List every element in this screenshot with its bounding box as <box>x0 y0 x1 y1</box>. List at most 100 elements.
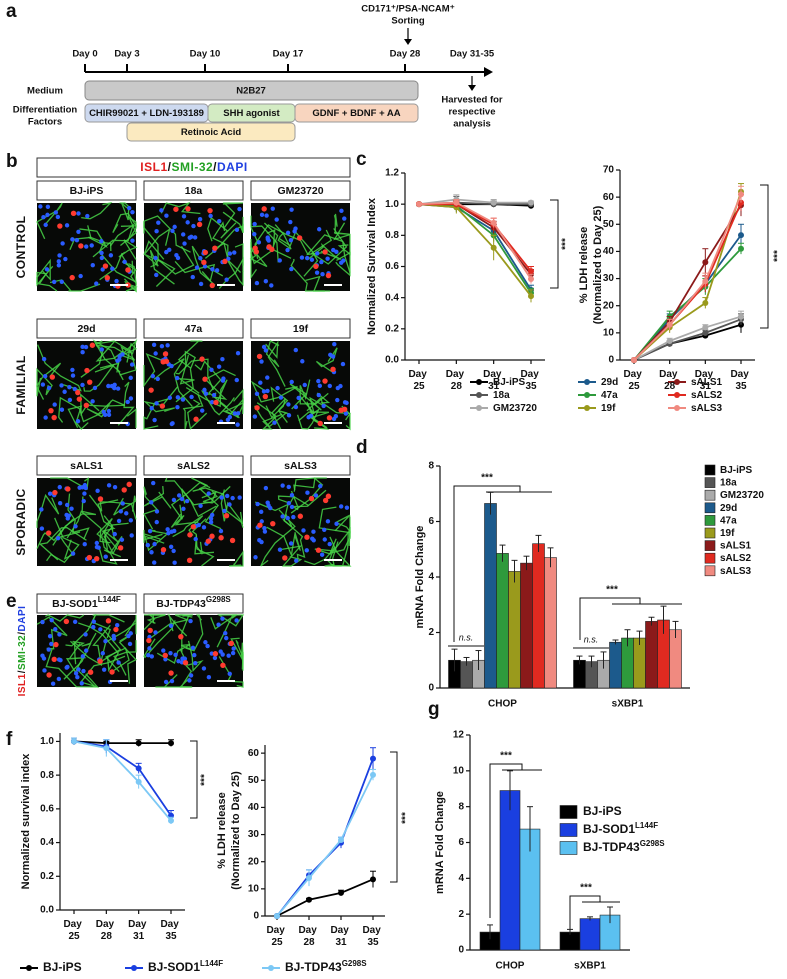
nucleus <box>332 342 337 347</box>
neurite <box>282 518 306 560</box>
neurite <box>290 489 327 511</box>
neurite <box>212 221 242 273</box>
line-label-box <box>143 180 244 201</box>
cell-line-label: BJ-TDP43G298S <box>156 595 231 610</box>
annotation: *** <box>580 883 592 894</box>
motor-neuron-nucleus <box>185 206 191 212</box>
motor-neuron-nucleus <box>296 235 303 241</box>
stain-part: SMI-32 <box>171 160 213 174</box>
nucleus <box>94 281 99 286</box>
motor-neuron-nucleus <box>49 374 56 380</box>
nucleus <box>235 422 240 427</box>
neurite <box>327 541 342 567</box>
nucleus <box>180 397 186 402</box>
nucleus <box>80 382 85 388</box>
neurite <box>310 228 348 265</box>
nucleus <box>296 395 301 401</box>
series-line <box>633 194 742 361</box>
nucleus <box>313 493 319 498</box>
significance-bracket <box>550 199 559 289</box>
nucleus <box>85 213 90 219</box>
motor-neuron-nucleus <box>93 555 100 562</box>
cell-line-label: BJ-SOD1L144F <box>52 595 121 610</box>
series-line <box>276 774 374 917</box>
neurite <box>260 509 296 567</box>
nucleus <box>187 678 192 683</box>
y-tick-label: 0 <box>608 355 614 366</box>
nucleus <box>342 216 347 221</box>
nucleus <box>327 541 332 547</box>
annotation: *** <box>401 812 412 824</box>
point <box>738 191 744 198</box>
micrograph <box>37 478 136 566</box>
nucleus <box>198 255 203 261</box>
neurite <box>80 344 135 378</box>
point <box>738 313 744 320</box>
nucleus <box>78 273 83 279</box>
neurite <box>177 354 200 394</box>
legend-label-main: 29d <box>601 377 618 388</box>
nucleus <box>164 249 169 255</box>
motor-neuron-nucleus <box>76 396 83 402</box>
legend-label-main: sALS1 <box>720 540 752 551</box>
nucleus <box>181 506 186 512</box>
y-tick-label: 8 <box>428 461 434 472</box>
neurite <box>200 390 235 416</box>
neurite <box>59 531 81 560</box>
nucleus <box>181 232 186 237</box>
x-tick-label-line: 31 <box>488 381 500 392</box>
x-tick-label-line: 28 <box>451 381 463 392</box>
neurite <box>96 518 113 554</box>
nucleus <box>59 279 64 284</box>
motor-neuron-nucleus <box>87 379 93 385</box>
nucleus <box>176 493 182 498</box>
nucleus <box>175 405 180 410</box>
nucleus <box>91 619 97 624</box>
x-tick-label-line: 28 <box>101 931 113 942</box>
cell-line-label: 29d <box>77 323 95 335</box>
bar <box>484 503 497 689</box>
x-tick-label: Day 28 <box>96 919 117 942</box>
neurite <box>150 614 193 639</box>
nucleus <box>57 500 63 506</box>
panel-label: e <box>6 591 17 612</box>
y-tick-label: 50 <box>603 219 615 230</box>
legend-label: sALS1 <box>691 377 723 388</box>
bar <box>544 557 557 689</box>
y-axis-label: mRNA Fold Change <box>434 791 446 894</box>
day-label: Day 3 <box>114 49 139 60</box>
panel-label: g <box>428 699 440 720</box>
nucleus <box>285 515 290 521</box>
nucleus <box>189 234 194 240</box>
nucleus <box>319 552 325 557</box>
harvest-text: Harvested for <box>441 95 503 106</box>
nucleus <box>95 488 100 494</box>
nucleus <box>265 237 271 242</box>
motor-neuron-nucleus <box>70 210 77 217</box>
nucleus <box>83 632 88 637</box>
y-axis-label: (Normalized to Day 25) <box>592 205 604 324</box>
motor-neuron-nucleus <box>89 342 96 348</box>
motor-neuron-nucleus <box>196 221 203 228</box>
nucleus <box>150 373 156 379</box>
nucleus <box>154 272 159 278</box>
legend-label: 18a <box>493 390 510 401</box>
nucleus <box>264 213 269 218</box>
nucleus <box>159 208 164 213</box>
nucleus <box>210 267 215 272</box>
nucleus <box>184 498 190 504</box>
neurite <box>92 223 135 258</box>
nucleus <box>154 519 159 525</box>
y-tick-label: 0.2 <box>385 323 399 334</box>
motor-neuron-nucleus <box>223 512 230 519</box>
motor-neuron-nucleus <box>229 537 236 544</box>
nucleus <box>69 506 74 511</box>
nucleus <box>83 648 89 653</box>
motor-neuron-nucleus <box>75 389 81 396</box>
factor-text: GDNF + BDNF + AA <box>312 108 400 119</box>
y-tick-label: 70 <box>603 165 615 176</box>
stain-part: DAPI <box>217 160 248 174</box>
nucleus <box>338 504 344 509</box>
nucleus <box>128 518 134 523</box>
legend-label: sALS2 <box>720 553 752 564</box>
